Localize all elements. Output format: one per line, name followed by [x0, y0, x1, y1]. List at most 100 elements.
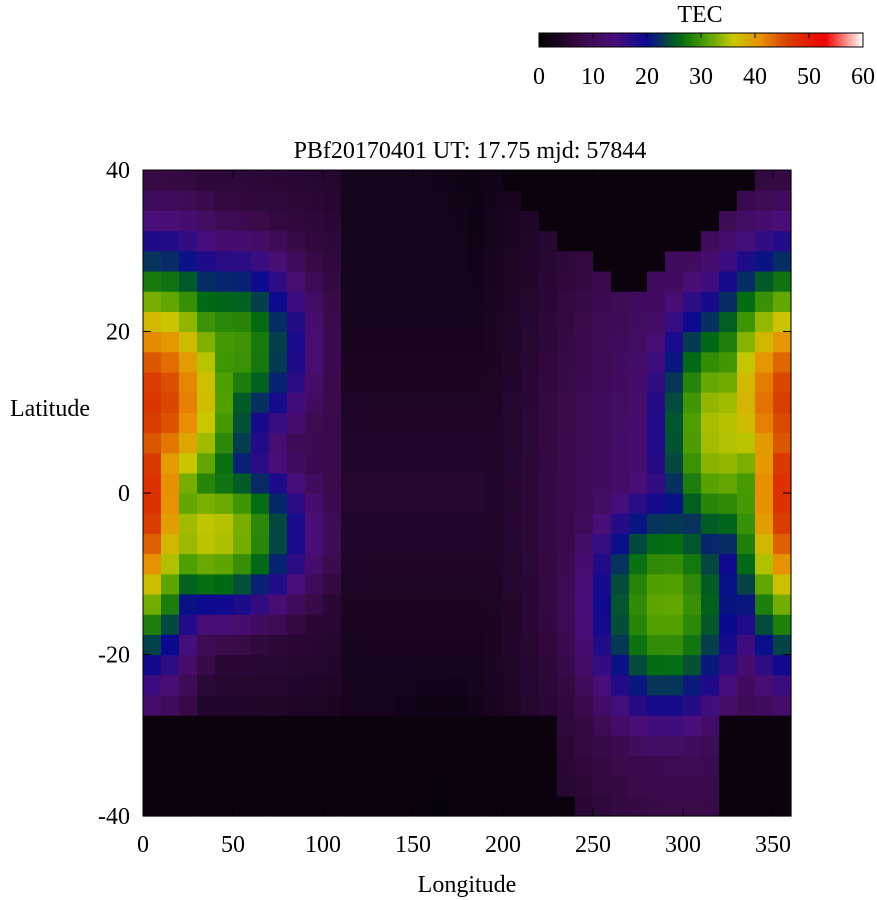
- heatmap-cell: [323, 573, 342, 595]
- heatmap-cell: [377, 250, 396, 272]
- heatmap-cell: [197, 755, 216, 777]
- heatmap-cell: [575, 533, 594, 555]
- heatmap-cell: [647, 533, 666, 555]
- heatmap-cell: [197, 472, 216, 494]
- heatmap-cell: [467, 775, 486, 797]
- heatmap-cell: [179, 472, 198, 494]
- heatmap-cell: [665, 715, 684, 736]
- heatmap-cell: [755, 735, 774, 757]
- heatmap-cell: [755, 230, 774, 252]
- heatmap-cell: [179, 210, 198, 232]
- heatmap-cell: [611, 371, 630, 393]
- heatmap-cell: [485, 412, 504, 434]
- heatmap-cell: [215, 291, 234, 312]
- heatmap-cell: [467, 795, 486, 817]
- heatmap-cell: [251, 634, 270, 656]
- heatmap-cell: [647, 371, 666, 393]
- heatmap-cell: [179, 593, 198, 615]
- heatmap-cell: [773, 553, 792, 575]
- heatmap-cell: [719, 291, 738, 312]
- heatmap-cell: [413, 270, 432, 292]
- heatmap-cell: [539, 654, 558, 676]
- heatmap-cell: [305, 230, 324, 252]
- heatmap-cell: [665, 513, 684, 534]
- heatmap-cell: [683, 371, 702, 393]
- heatmap-cell: [197, 634, 216, 656]
- heatmap-cell: [557, 775, 576, 797]
- heatmap-cell: [683, 311, 702, 333]
- heatmap-cell: [467, 654, 486, 676]
- heatmap-cell: [719, 614, 738, 635]
- heatmap-cell: [755, 250, 774, 272]
- heatmap-cell: [521, 573, 540, 595]
- heatmap-cell: [755, 533, 774, 555]
- heatmap-cell: [647, 614, 666, 635]
- heatmap-cell: [341, 412, 360, 434]
- heatmap-cell: [233, 412, 252, 434]
- heatmap-cell: [593, 250, 612, 272]
- heatmap-cell: [611, 250, 630, 272]
- heatmap-cell: [197, 654, 216, 676]
- heatmap-cell: [395, 674, 414, 696]
- heatmap-cell: [665, 412, 684, 434]
- heatmap-cell: [323, 735, 342, 757]
- x-tick-label: 100: [305, 832, 341, 858]
- heatmap-cell: [575, 452, 594, 474]
- heatmap-cell: [773, 715, 792, 736]
- heatmap-cell: [629, 170, 648, 191]
- heatmap-cell: [467, 311, 486, 333]
- heatmap-cell: [737, 392, 756, 413]
- heatmap-cell: [629, 210, 648, 232]
- heatmap-cell: [647, 432, 666, 454]
- heatmap-cell: [305, 614, 324, 635]
- heatmap-cell: [215, 311, 234, 333]
- heatmap-cell: [683, 593, 702, 615]
- heatmap-cell: [305, 190, 324, 211]
- heatmap-cell: [755, 573, 774, 595]
- heatmap-cell: [287, 351, 306, 373]
- heatmap-cell: [647, 311, 666, 333]
- heatmap-cell: [647, 270, 666, 292]
- heatmap-cell: [161, 654, 180, 676]
- heatmap-cell: [503, 553, 522, 575]
- heatmap-cell: [629, 351, 648, 373]
- heatmap-cell: [611, 493, 630, 514]
- heatmap-cell: [305, 573, 324, 595]
- heatmap-cell: [251, 170, 270, 191]
- heatmap-cell: [629, 250, 648, 272]
- heatmap-cell: [269, 694, 288, 716]
- heatmap-cell: [161, 573, 180, 595]
- heatmap-cell: [755, 614, 774, 635]
- heatmap-cell: [593, 210, 612, 232]
- heatmap-cell: [431, 412, 450, 434]
- heatmap-cell: [431, 795, 450, 817]
- heatmap-cell: [719, 331, 738, 353]
- heatmap-cell: [161, 533, 180, 555]
- heatmap-cell: [341, 593, 360, 615]
- heatmap-cell: [233, 291, 252, 312]
- heatmap-cell: [377, 412, 396, 434]
- heatmap-cell: [557, 654, 576, 676]
- heatmap-cell: [719, 311, 738, 333]
- heatmap-cell: [179, 674, 198, 696]
- heatmap-cell: [701, 190, 720, 211]
- heatmap-cell: [305, 795, 324, 817]
- heatmap-cell: [215, 573, 234, 595]
- heatmap-cell: [161, 674, 180, 696]
- heatmap-cell: [539, 392, 558, 413]
- colorbar-tick-label: 40: [743, 64, 767, 90]
- heatmap-cell: [701, 634, 720, 656]
- heatmap-cell: [323, 694, 342, 716]
- heatmap-cell: [323, 654, 342, 676]
- heatmap-cell: [197, 715, 216, 736]
- heatmap-cell: [611, 230, 630, 252]
- heatmap-cell: [647, 412, 666, 434]
- heatmap-cell: [143, 270, 162, 292]
- heatmap-cell: [359, 392, 378, 413]
- heatmap-cell: [395, 614, 414, 635]
- heatmap-cell: [143, 412, 162, 434]
- heatmap-cell: [287, 432, 306, 454]
- heatmap-cell: [413, 533, 432, 555]
- heatmap-cell: [431, 270, 450, 292]
- heatmap-cell: [143, 735, 162, 757]
